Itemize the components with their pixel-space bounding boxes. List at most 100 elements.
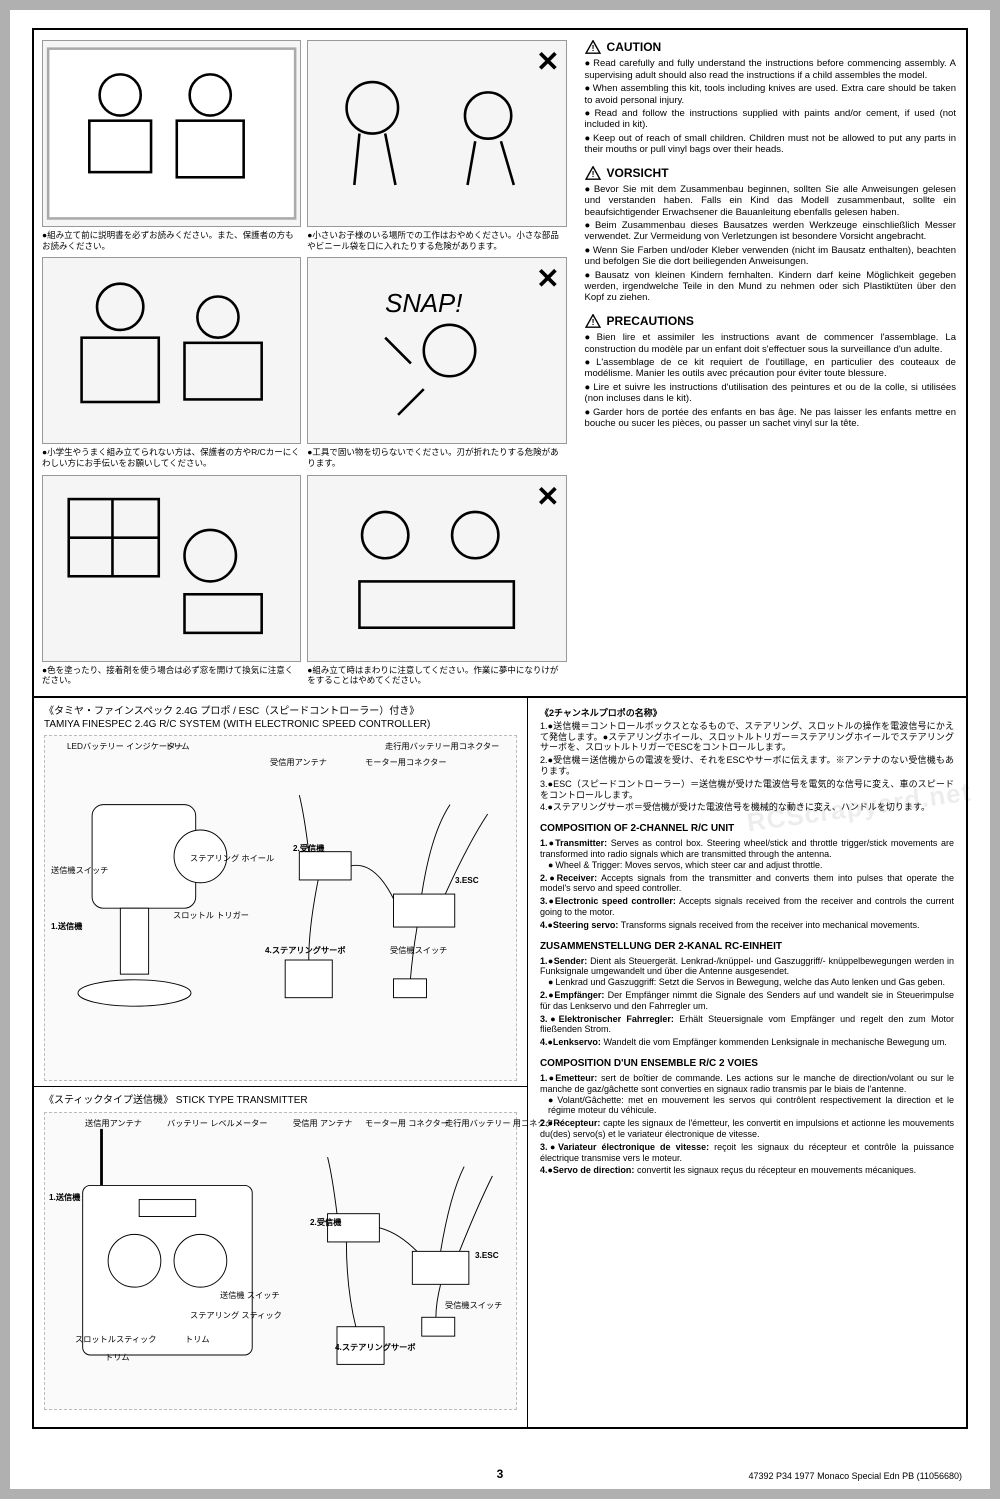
caution-line: Lire et suivre les instructions d'utilis…	[585, 382, 956, 405]
list-item: 2.●Récepteur: capte les signaux de l'éme…	[540, 1118, 954, 1140]
footer-code: 47392 P34 1977 Monaco Special Edn PB (11…	[749, 1471, 963, 1481]
label: 2.受信機	[310, 1218, 341, 1227]
label: ステアリング ホイール	[190, 854, 274, 863]
x-icon: ✕	[536, 45, 559, 78]
caution-line: Read and follow the instructions supplie…	[585, 108, 956, 131]
cartoon-caption: ●組み立て前に説明書を必ずお読みください。また、保護者の方もお読みください。	[42, 230, 301, 251]
label: モーター用コネクター	[365, 758, 447, 767]
jp-item: 2.●受信機＝送信機からの電波を受け、それをESCやサーボに伝えます。※アンテナ…	[540, 755, 954, 777]
bottom-section: 《タミヤ・ファインスペック 2.4G プロポ / ESC（スピードコントローラー…	[34, 698, 966, 1427]
caution-line: Bien lire et assimiler les instructions …	[585, 332, 956, 355]
diagram-title: 《スティックタイプ送信機》 STICK TYPE TRANSMITTER	[44, 1095, 517, 1108]
label: 走行用バッテリー用コネクター	[385, 742, 499, 751]
list-item: 2.●Empfänger: Der Empfänger nimmt die Si…	[540, 990, 954, 1012]
svg-text:!: !	[591, 317, 594, 327]
label: トリム	[185, 1335, 210, 1344]
caution-heading-en: ! CAUTION	[585, 40, 956, 54]
de-heading: ZUSAMMENSTELLUNG DER 2-KANAL RC-EINHEIT	[540, 941, 954, 953]
caution-title: CAUTION	[607, 40, 662, 54]
rc-text-column: 《2チャンネルプロポの名称》 1.●送信機＝コントロールボックスとなるもので、ス…	[528, 698, 966, 1427]
caution-line: Garder hors de portée des enfants en bas…	[585, 407, 956, 430]
jp-item: 4.●ステアリングサーボ＝受信機が受けた電波信号を機械的な動きに変え、ハンドルを…	[540, 802, 954, 813]
cartoon-grid: ●組み立て前に説明書を必ずお読みください。また、保護者の方もお読みください。 ✕…	[34, 30, 575, 696]
caution-title: PRECAUTIONS	[607, 314, 694, 328]
svg-text:!: !	[591, 43, 594, 53]
list-item: 4.●Lenkservo: Wandelt die vom Empfänger …	[540, 1037, 954, 1048]
cartoon-caption: ●小学生やうまく組み立てられない方は、保護者の方やR/Cカーにくわしい方にお手伝…	[42, 447, 301, 468]
label: 受信機スイッチ	[445, 1301, 502, 1310]
cartoon-caption: ●工具で固い物を切らないでください。刃が折れたりする危険があります。	[307, 447, 566, 468]
x-icon: ✕	[536, 262, 559, 295]
cartoon-panel: ✕ ●組み立て時はまわりに注意してください。作業に夢中になりけがをすることはやめ…	[307, 475, 566, 686]
caution-line: L'assemblage de ce kit requiert de l'out…	[585, 357, 956, 380]
label: 1.送信機	[49, 1193, 80, 1202]
caution-icon: !	[585, 40, 601, 54]
list-item: 2.●Receiver: Accepts signals from the tr…	[540, 873, 954, 895]
top-section: ●組み立て前に説明書を必ずお読みください。また、保護者の方もお読みください。 ✕…	[34, 30, 966, 698]
caution-column: ! CAUTION Read carefully and fully under…	[575, 30, 966, 696]
list-item: 4.●Steering servo: Transforms signals re…	[540, 920, 954, 931]
label: 送信用アンテナ	[85, 1119, 142, 1128]
cartoon-image	[42, 257, 301, 444]
cartoon-panel: ●組み立て前に説明書を必ずお読みください。また、保護者の方もお読みください。	[42, 40, 301, 251]
caution-heading-de: ! VORSICHT	[585, 166, 956, 180]
caution-line: Bausatz von kleinen Kindern fernhalten. …	[585, 270, 956, 304]
label: 送信機スイッチ	[51, 866, 108, 875]
fr-heading: COMPOSITION D'UN ENSEMBLE R/C 2 VOIES	[540, 1058, 954, 1070]
cartoon-image: ✕	[307, 40, 566, 227]
svg-text:!: !	[591, 169, 594, 179]
label: 4.ステアリングサーボ	[335, 1343, 416, 1352]
title-en: STICK TYPE TRANSMITTER	[176, 1095, 308, 1106]
page: ●組み立て前に説明書を必ずお読みください。また、保護者の方もお読みください。 ✕…	[10, 10, 990, 1489]
title-jp: 《スティックタイプ送信機》	[44, 1095, 173, 1106]
caution-heading-fr: ! PRECAUTIONS	[585, 314, 956, 328]
label: 3.ESC	[475, 1251, 499, 1260]
list-item: 3.●Variateur électronique de vitesse: re…	[540, 1142, 954, 1164]
jp-item: 1.●送信機＝コントロールボックスとなるもので、ステアリング、スロットルの操作を…	[540, 721, 954, 753]
jp-heading: 《2チャンネルプロポの名称》	[540, 708, 954, 719]
label: 受信用アンテナ	[270, 758, 327, 767]
stick-block: 《スティックタイプ送信機》 STICK TYPE TRANSMITTER	[34, 1086, 527, 1427]
content-border: ●組み立て前に説明書を必ずお読みください。また、保護者の方もお読みください。 ✕…	[32, 28, 968, 1429]
cartoon-image: ✕ SNAP!	[307, 257, 566, 444]
label: 受信用 アンテナ	[293, 1119, 352, 1128]
label: 2.受信機	[293, 844, 324, 853]
list-item: 1.●Sender: Dient als Steuergerät. Lenkra…	[540, 956, 954, 988]
label: スロットルスティック	[75, 1335, 156, 1344]
title-en: TAMIYA FINESPEC 2.4G R/C SYSTEM (WITH EL…	[44, 719, 430, 730]
label: トリム	[165, 742, 190, 751]
en-list: 1.●Transmitter: Serves as control box. S…	[540, 838, 954, 930]
cartoon-image	[42, 40, 301, 227]
caution-icon: !	[585, 314, 601, 328]
label: 受信機スイッチ	[390, 946, 447, 955]
label: 4.ステアリングサーボ	[265, 946, 346, 955]
label: トリム	[105, 1353, 130, 1362]
list-item: 3.●Electronic speed controller: Accepts …	[540, 896, 954, 918]
list-item: 1.●Transmitter: Serves as control box. S…	[540, 838, 954, 870]
label: ステアリング スティック	[190, 1311, 282, 1320]
diagram-title: 《タミヤ・ファインスペック 2.4G プロポ / ESC（スピードコントローラー…	[44, 706, 517, 731]
stick-svg	[45, 1113, 516, 1409]
list-item: 4.●Servo de direction: convertit les sig…	[540, 1165, 954, 1176]
list-item: 1.●Emetteur: sert de boîtier de commande…	[540, 1073, 954, 1116]
caution-line: Read carefully and fully understand the …	[585, 58, 956, 81]
jp-item: 3.●ESC（スピードコントローラー）＝送信機が受けた電波信号を電気的な信号に変…	[540, 779, 954, 801]
label: モーター用 コネクター	[365, 1119, 449, 1128]
finespec-block: 《タミヤ・ファインスペック 2.4G プロポ / ESC（スピードコントローラー…	[34, 698, 527, 1086]
caution-line: Bevor Sie mit dem Zusammenbau beginnen, …	[585, 184, 956, 218]
cartoon-panel: ●色を塗ったり、接着剤を使う場合は必ず窓を開けて換気に注意ください。	[42, 475, 301, 686]
fr-list: 1.●Emetteur: sert de boîtier de commande…	[540, 1073, 954, 1176]
cartoon-panel: ✕ SNAP! ●工具で固い物を切らないでください。刃が折れたりする危険がありま…	[307, 257, 566, 468]
stick-diagram: 送信用アンテナ バッテリー レベルメーター 1.送信機 スロットルスティック ト…	[44, 1112, 517, 1410]
title-jp: 《タミヤ・ファインスペック 2.4G プロポ / ESC（スピードコントローラー…	[44, 706, 419, 717]
label: 3.ESC	[455, 876, 479, 885]
label: バッテリー レベルメーター	[167, 1119, 268, 1128]
caution-title: VORSICHT	[607, 166, 669, 180]
label: 走行用バッテリー 用コネクター	[445, 1119, 562, 1128]
svg-text:SNAP!: SNAP!	[385, 290, 462, 318]
de-list: 1.●Sender: Dient als Steuergerät. Lenkra…	[540, 956, 954, 1048]
caution-icon: !	[585, 166, 601, 180]
finespec-diagram: LEDバッテリー インジケーター トリム 送信機スイッチ 1.送信機 ステアリン…	[44, 735, 517, 1081]
caution-line: Keep out of reach of small children. Chi…	[585, 133, 956, 156]
label: 1.送信機	[51, 922, 82, 931]
